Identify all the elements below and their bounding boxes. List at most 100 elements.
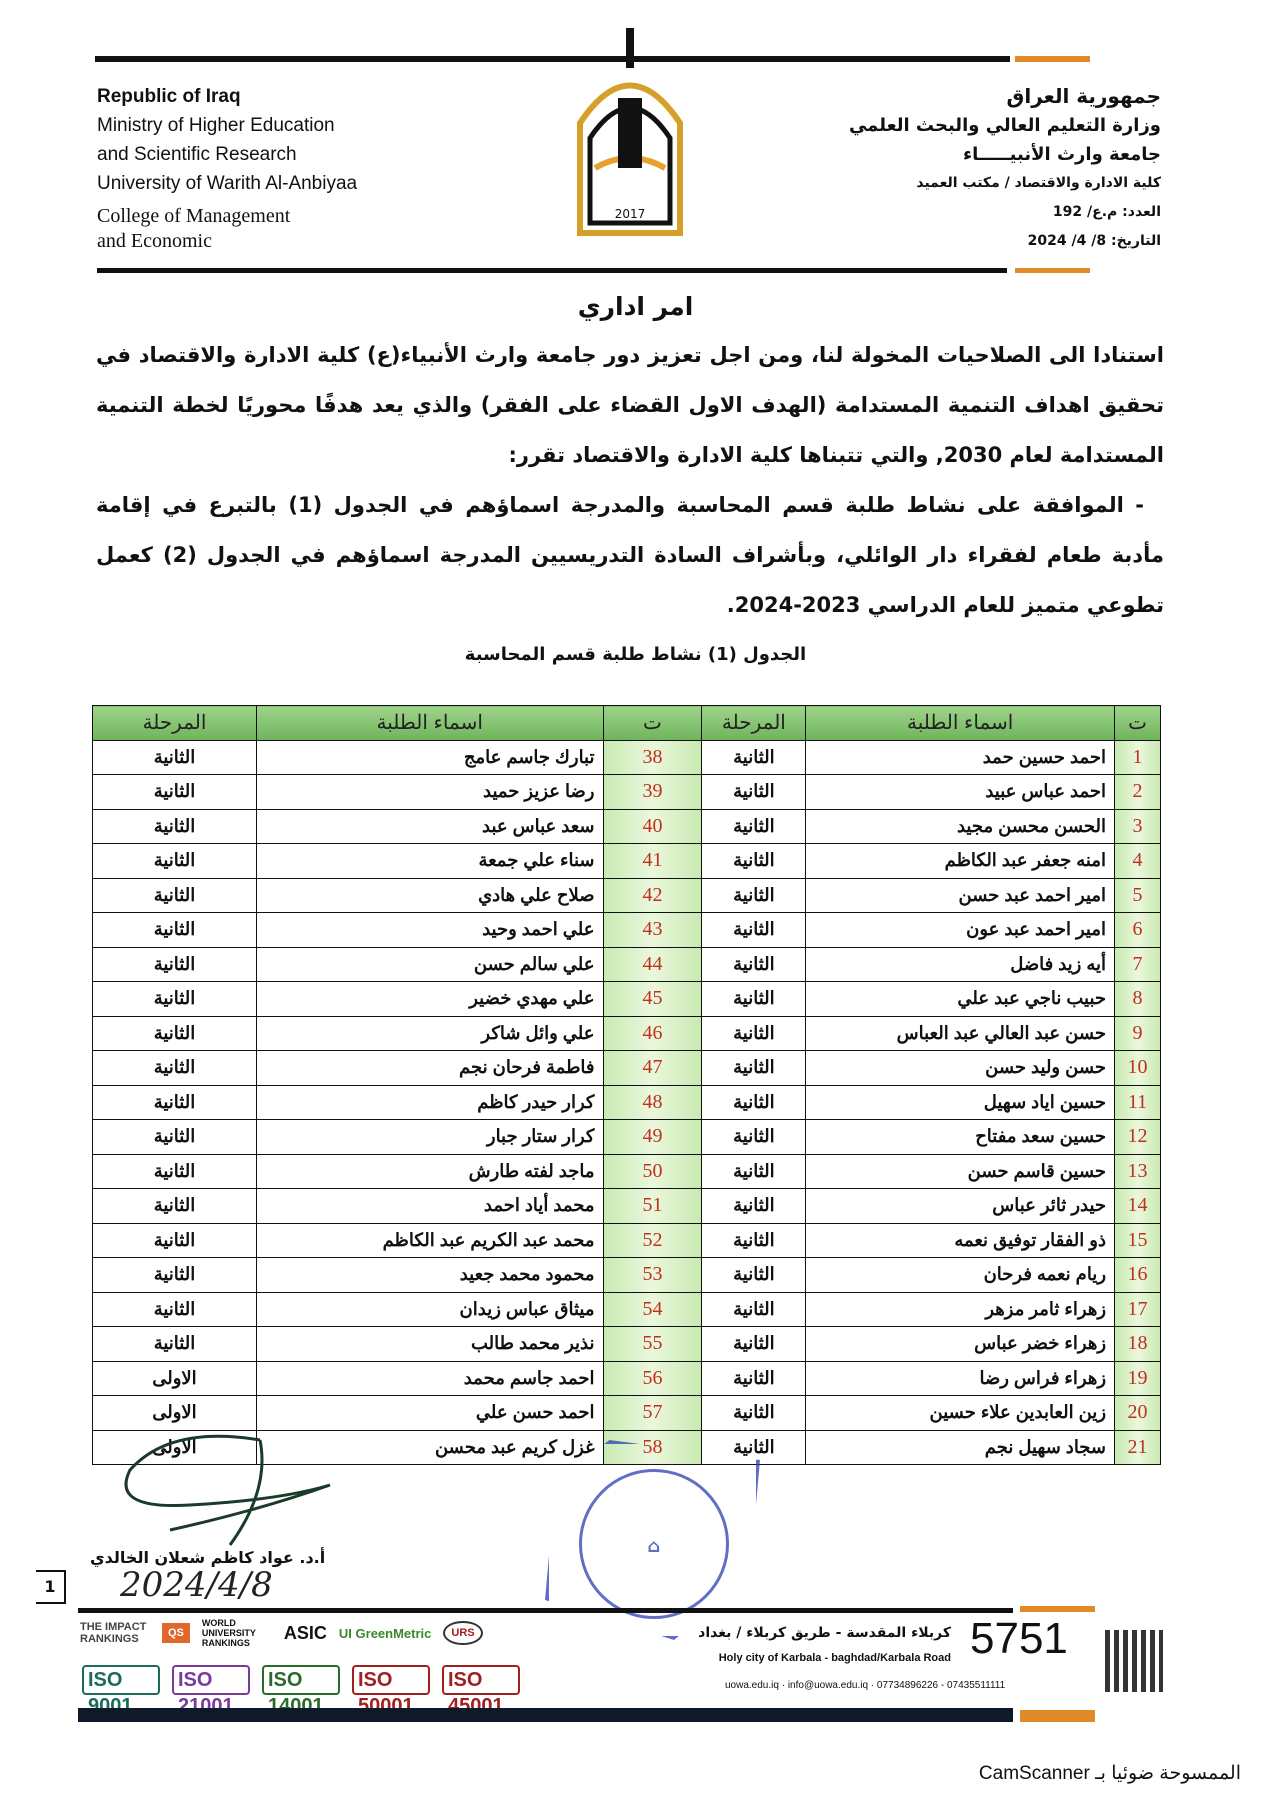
document-date: التاريخ: 8/ 4/ 2024 [1027, 233, 1161, 249]
table-row: 3 الحسن محسن مجيد الثانية 40 سعد عباس عبد الث… [92, 808, 1161, 844]
student-number: 13 [1114, 1153, 1161, 1189]
student-number: 58 [602, 1429, 703, 1465]
student-name: امير احمد عبد عون [805, 912, 1116, 948]
footer-contact: uowa.edu.iq · info@uowa.edu.iq · 0773489… [725, 1680, 1006, 1691]
student-stage: الثانية [92, 843, 257, 879]
student-number: 17 [1114, 1291, 1161, 1327]
footer-top-accent [1020, 1606, 1095, 1612]
student-number: 40 [602, 808, 703, 844]
student-stage: الثانية [92, 1015, 257, 1051]
student-number: 56 [602, 1360, 703, 1396]
student-name: احمد جاسم محمد [255, 1360, 604, 1396]
student-number: 51 [602, 1188, 703, 1224]
top-rule [95, 56, 1010, 62]
table-row: 11 حسين اياد سهيل الثانية 48 كرار حيدر كاظم ا… [92, 1084, 1161, 1120]
student-name: زين العابدين علاء حسين [805, 1395, 1116, 1431]
student-number: 44 [602, 946, 703, 982]
qr-code-icon [1105, 1630, 1163, 1692]
student-name: حسين قاسم حسن [805, 1153, 1116, 1189]
table-row: 13 حسين قاسم حسن الثانية 50 ماجد لفته طارش ال… [92, 1153, 1161, 1189]
university-ar: جامعة وارث الأنبيـــــاء [962, 144, 1161, 165]
student-number: 49 [602, 1119, 703, 1155]
student-number: 11 [1114, 1084, 1161, 1120]
student-stage: الثانية [92, 1084, 257, 1120]
student-number: 19 [1114, 1360, 1161, 1396]
badge-greenmetric: UI GreenMetric [338, 1625, 432, 1641]
student-stage: الثانية [92, 1326, 257, 1362]
table-row: 15 ذو الفقار توفيق نعمه الثانية 52 محمد عبد … [92, 1222, 1161, 1258]
student-number: 39 [602, 774, 703, 810]
college-en: College of Management and Economic [97, 205, 291, 252]
student-stage: الثانية [701, 739, 807, 775]
student-number: 52 [602, 1222, 703, 1258]
student-number: 6 [1114, 912, 1161, 948]
student-stage: الثانية [92, 946, 257, 982]
badge-wur: WORLD UNIVERSITY RANKINGS [201, 1618, 256, 1648]
student-number: 14 [1114, 1188, 1161, 1224]
student-stage: الثانية [92, 1188, 257, 1224]
student-stage: الثانية [701, 946, 807, 982]
header-bottom-accent [1015, 268, 1090, 273]
student-name: الحسن محسن مجيد [805, 808, 1116, 844]
table-caption: الجدول (1) نشاط طلبة قسم المحاسبة [464, 644, 807, 665]
handwritten-date: 2024/4/8 [120, 1565, 273, 1605]
table-row: 20 زين العابدين علاء حسين الثانية 57 احمد حس… [92, 1395, 1161, 1431]
table-row: 5 امير احمد عبد حسن الثانية 42 صلاح علي هادي… [92, 877, 1161, 913]
student-stage: الثانية [701, 843, 807, 879]
table-row: 17 زهراء ثامر مزهر الثانية 54 ميثاق عباس زيد… [92, 1291, 1161, 1327]
handwritten-signature [124, 1434, 331, 1546]
student-number: 18 [1114, 1326, 1161, 1362]
student-name: سجاد سهيل نجم [805, 1429, 1116, 1465]
student-stage: الثانية [701, 877, 807, 913]
student-number: 38 [602, 739, 703, 775]
university-logo: 2017 [577, 28, 683, 236]
student-number: 5 [1114, 877, 1161, 913]
student-stage: الثانية [701, 1084, 807, 1120]
header-name: اسماء الطلبة [255, 705, 604, 741]
country-en: Republic of Iraq [97, 86, 241, 107]
student-stage: الثانية [92, 1222, 257, 1258]
student-stage: الثانية [92, 774, 257, 810]
student-stage: الثانية [92, 1291, 257, 1327]
student-number: 20 [1114, 1395, 1161, 1431]
student-name: أيه زيد فاضل [805, 946, 1116, 982]
ministry-en-1: Ministry of Higher Education [97, 115, 335, 136]
student-name: كرار حيدر كاظم [255, 1084, 604, 1120]
student-stage: الثانية [92, 912, 257, 948]
student-stage: الثانية [701, 1360, 807, 1396]
student-name: نذير محمد طالب [255, 1326, 604, 1362]
student-number: 57 [602, 1395, 703, 1431]
student-number: 53 [602, 1257, 703, 1293]
camscanner-watermark: الممسوحة ضوئيا بـ CamScanner [978, 1763, 1241, 1784]
student-stage: الثانية [92, 1257, 257, 1293]
student-name: ريام نعمه فرحان [805, 1257, 1116, 1293]
student-number: 3 [1114, 808, 1161, 844]
student-name: زهراء خضر عباس [805, 1326, 1116, 1362]
student-name: حسين سعد مفتاح [805, 1119, 1116, 1155]
footer-bottom-rule [78, 1708, 1013, 1722]
table-row: 19 زهراء فراس رضا الثانية 56 احمد جاسم محمد ا… [92, 1360, 1161, 1396]
document-number: العدد: م.ع/ 192 [1052, 204, 1161, 220]
university-en: University of Warith Al-Anbiyaa [97, 173, 358, 194]
page-number: 1 [36, 1570, 66, 1604]
student-name: امير احمد عبد حسن [805, 877, 1116, 913]
svg-text:2017: 2017 [615, 207, 646, 221]
student-name: علي سالم حسن [255, 946, 604, 982]
header-num: ت [602, 705, 703, 741]
hotline-number: 5751 [970, 1614, 1068, 1663]
table-row: 10 حسن وليد حسن الثانية 47 فاطمة فرحان نجم ال… [92, 1050, 1161, 1086]
student-number: 54 [602, 1291, 703, 1327]
student-number: 47 [602, 1050, 703, 1086]
order-paragraph-1: استنادا الى الصلاحيات المخولة لنا، ومن ا… [96, 343, 1164, 467]
table-row: 14 حيدر ثائر عباس الثانية 51 محمد أياد احمد ا… [92, 1188, 1161, 1224]
header-stage: المرحلة [701, 705, 807, 741]
student-stage: الاولى [92, 1360, 257, 1396]
student-number: 45 [602, 981, 703, 1017]
student-number: 7 [1114, 946, 1161, 982]
badge-qs: QS [162, 1623, 190, 1643]
iso-14001-badge: ISO 14001 [262, 1665, 340, 1717]
student-name: احمد حسن علي [255, 1395, 604, 1431]
student-number: 4 [1114, 843, 1161, 879]
student-stage: الثانية [701, 1153, 807, 1189]
table-row: 18 زهراء خضر عباس الثانية 55 نذير محمد طالب ا… [92, 1326, 1161, 1362]
